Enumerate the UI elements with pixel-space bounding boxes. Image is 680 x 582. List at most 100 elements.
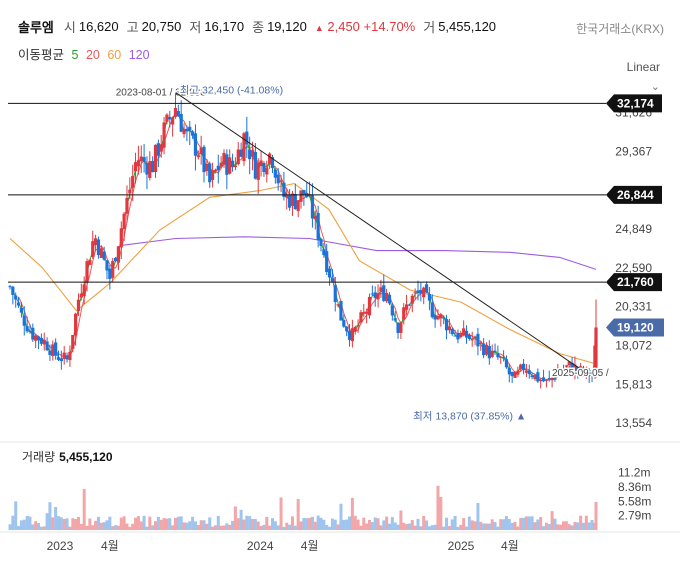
volume-bar xyxy=(433,524,437,530)
candle-body xyxy=(165,114,169,122)
candle-body xyxy=(444,319,449,331)
current-price-label: 19,120 xyxy=(617,320,654,334)
volume-bar xyxy=(396,524,400,530)
volume-bar xyxy=(473,521,477,530)
volume-bar xyxy=(319,517,323,530)
candle-body xyxy=(139,156,143,162)
volume-bar xyxy=(216,515,220,530)
candle-body xyxy=(464,330,469,338)
candle-body xyxy=(262,163,266,173)
volume-bar xyxy=(362,517,366,530)
stock-name: 솔루엠 xyxy=(18,19,54,35)
volume-bar xyxy=(550,511,554,530)
volume-bar xyxy=(556,524,560,530)
low-value: 16,170 xyxy=(204,18,245,34)
candle-body xyxy=(42,339,46,345)
chevron-down-icon[interactable]: ⌄ xyxy=(650,81,660,93)
candle-body xyxy=(362,312,366,314)
candle-body xyxy=(39,337,43,344)
volume-bar xyxy=(74,519,78,530)
volume-bar xyxy=(302,517,306,530)
volume-bar xyxy=(179,516,183,530)
volume-bar xyxy=(136,516,140,530)
open-label: 시 xyxy=(63,19,76,35)
volume-bar xyxy=(439,497,443,530)
volume-bar xyxy=(436,485,440,530)
ma-5-label[interactable]: 5 xyxy=(71,48,79,62)
candle-body xyxy=(510,371,514,377)
volume-bar xyxy=(504,516,508,530)
candle-body xyxy=(128,189,132,194)
candle-body xyxy=(533,374,537,380)
volume-bar xyxy=(8,524,12,530)
candle-body xyxy=(530,375,534,378)
candle-body xyxy=(116,246,121,263)
candle-body xyxy=(373,292,377,298)
candle-body xyxy=(416,290,420,293)
candle-body xyxy=(56,357,61,360)
volume-bar xyxy=(94,520,98,530)
volume-bar xyxy=(442,526,446,530)
candle-body xyxy=(182,128,186,135)
volume-bar xyxy=(427,526,431,530)
volume-bar xyxy=(111,526,115,530)
volume-bar xyxy=(114,525,118,530)
candle-body xyxy=(419,289,423,294)
volume-bar xyxy=(262,524,266,530)
volume-bar xyxy=(208,517,212,530)
volume-bar xyxy=(96,516,100,530)
candle-body xyxy=(493,350,497,352)
candle-body xyxy=(133,162,138,172)
ma-20-label[interactable]: 20 xyxy=(85,48,100,62)
volume-bar xyxy=(76,516,80,530)
candle-body xyxy=(442,317,446,319)
candle-body xyxy=(213,169,218,172)
candle-body xyxy=(584,367,588,373)
volume-bar xyxy=(37,523,41,530)
volume-bar xyxy=(342,519,346,530)
volume-bar xyxy=(102,522,106,530)
candle-body xyxy=(484,344,489,355)
candle-body xyxy=(356,325,360,327)
ma-legend[interactable]: 이동평균 5 20 60 120 xyxy=(18,44,154,63)
candle-body xyxy=(208,163,212,183)
volume-bar xyxy=(159,519,163,530)
volume-bar xyxy=(310,516,314,530)
candle-body xyxy=(561,369,566,371)
volume-bar xyxy=(31,524,35,530)
candle-body xyxy=(131,176,135,188)
scale-selector[interactable]: Linear ⌄ xyxy=(627,60,660,93)
candle-body xyxy=(31,327,35,340)
volume-bar xyxy=(151,525,155,530)
candle-body xyxy=(102,251,106,260)
candle-body xyxy=(439,314,443,319)
volume-tick-label: 2.79m xyxy=(618,509,651,523)
volume-bar xyxy=(564,521,568,530)
candle-body xyxy=(216,165,220,170)
candle-body xyxy=(279,180,283,182)
volume-bar xyxy=(359,525,363,530)
volume-bar xyxy=(382,520,386,530)
candle-body xyxy=(205,163,209,172)
volume-bar xyxy=(296,499,300,530)
volume-bar xyxy=(519,517,523,530)
volume-bar xyxy=(510,522,514,530)
volume-bar xyxy=(462,518,466,530)
volume-bar xyxy=(490,519,494,530)
ma-60-label[interactable]: 60 xyxy=(107,48,122,62)
volume-bar xyxy=(14,501,18,530)
candle-body xyxy=(210,170,215,180)
ma-legend-title: 이동평균 xyxy=(18,48,65,62)
level-label: 21,760 xyxy=(617,275,654,289)
close-value: 19,120 xyxy=(267,18,307,34)
volume-bar xyxy=(71,518,75,530)
candle-body xyxy=(71,335,75,349)
ma-120-label[interactable]: 120 xyxy=(128,48,150,62)
volume-bar xyxy=(279,497,283,530)
candle-body xyxy=(256,162,260,180)
scale-label[interactable]: Linear xyxy=(626,60,660,74)
volume-bar xyxy=(88,518,92,530)
candle-body xyxy=(239,149,243,157)
volume-bar xyxy=(222,525,226,530)
